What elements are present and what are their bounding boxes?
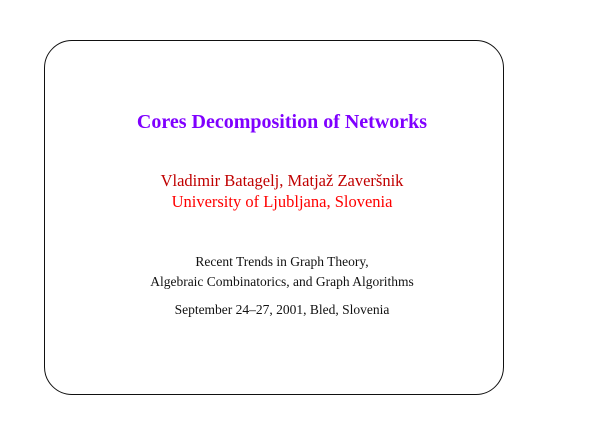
conference-name-line-2: Algebraic Combinatorics, and Graph Algor… (150, 274, 414, 289)
conference-name-line-1: Recent Trends in Graph Theory, (195, 254, 369, 269)
authors: Vladimir Batagelj, Matjaž Zaveršnik (160, 171, 404, 190)
affiliation: University of Ljubljana, Slovenia (171, 192, 393, 211)
slide-title: Cores Decomposition of Networks (136, 111, 428, 133)
slide-frame (44, 40, 504, 395)
date-and-place: September 24–27, 2001, Bled, Slovenia (174, 302, 390, 317)
